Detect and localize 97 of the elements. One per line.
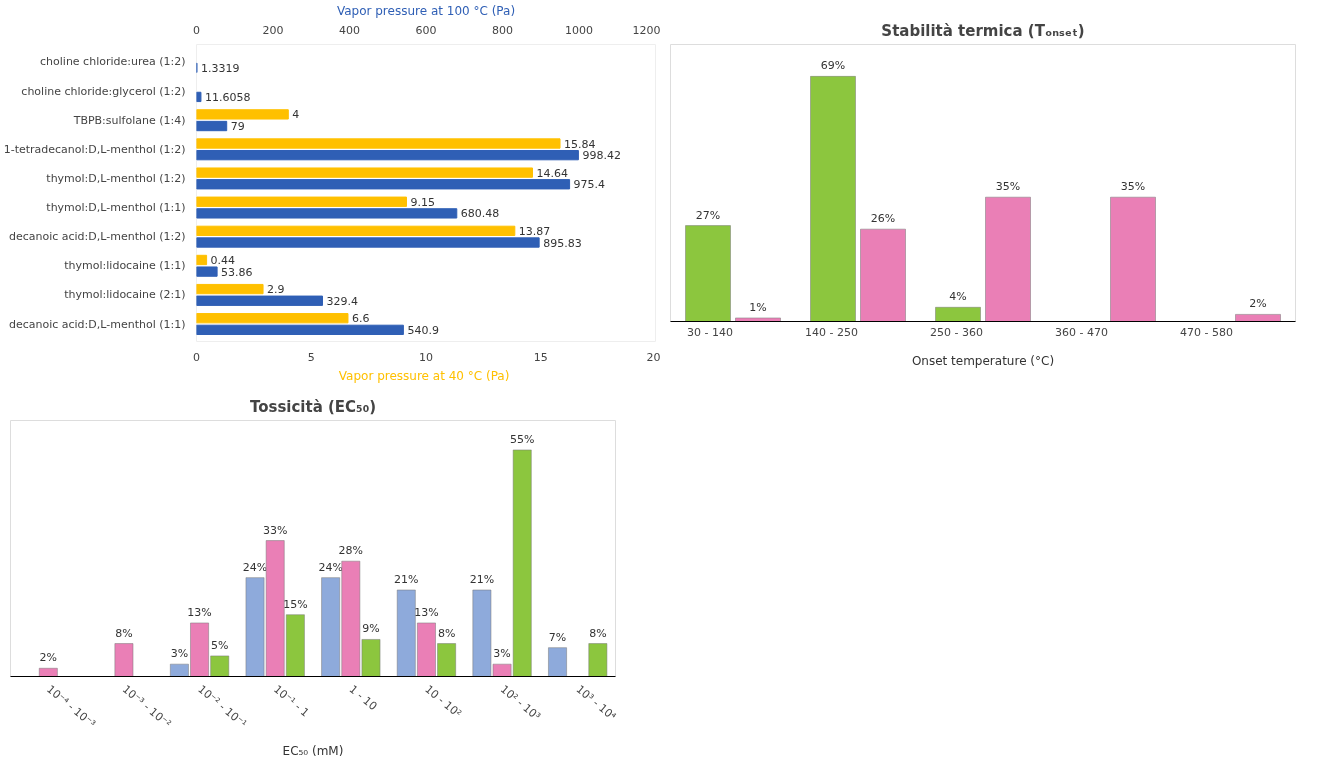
x-tick-label: 360 - 470	[1055, 326, 1109, 339]
x2-tick-label: 800	[492, 23, 513, 37]
x-tick-label: 10⁻⁴ - 10⁻³	[44, 682, 98, 731]
data-label: 3%	[170, 647, 189, 661]
data-label: 8%	[115, 626, 133, 640]
data-label: 2%	[1249, 297, 1267, 311]
data-label: 9.15	[410, 195, 435, 209]
data-label: 13%	[187, 605, 212, 619]
y-tick-label: 1-tetradecanol:D,L-menthol (1:2)	[3, 142, 186, 156]
x-tick-label: 15	[533, 350, 548, 364]
data-label: 329.4	[326, 294, 358, 308]
data-label: 2%	[39, 651, 58, 665]
y-tick-label: thymol:lidocaine (1:1)	[64, 259, 186, 273]
x-tick-label: 0	[193, 350, 200, 364]
y-tick-label: TBPB:sulfolane (1:4)	[72, 113, 186, 127]
bar	[548, 647, 567, 677]
data-label: 26%	[870, 212, 896, 226]
bar	[38, 668, 58, 677]
x-tick-label: 30 - 140	[687, 326, 734, 339]
data-label: 27%	[695, 208, 721, 222]
data-label: 975.4	[573, 178, 606, 192]
data-label: 33%	[262, 523, 288, 537]
data-label: 998.42	[582, 149, 621, 163]
data-label: 28%	[338, 544, 364, 558]
data-label: 540.9	[407, 323, 439, 337]
x-axis-title: Onset temperature (°C)	[911, 353, 1055, 368]
x-tick-label: 10³ - 10⁴	[573, 682, 619, 724]
x-tick-label: 5	[307, 350, 315, 364]
bar	[1235, 314, 1281, 322]
data-label: 4%	[949, 290, 967, 304]
data-label: 9%	[362, 622, 380, 636]
y-tick-label: choline chloride:glycerol (1:2)	[21, 84, 186, 98]
data-label: 11.6058	[204, 90, 251, 104]
data-label: 53.86	[221, 265, 253, 279]
x2-tick-label: 1000	[565, 23, 593, 37]
x2-axis-title: Vapor pressure at 100 °C (Pa)	[336, 3, 516, 18]
bar	[985, 196, 1031, 322]
data-label: 15.84	[564, 137, 596, 151]
bar	[588, 643, 608, 677]
y-tick-label: decanoic acid:D,L-menthol (1:2)	[8, 230, 186, 244]
x-tick-label: 20	[646, 350, 661, 364]
bar	[685, 225, 731, 322]
data-label: 1.3319	[201, 61, 240, 75]
y-tick-label: thymol:D,L-menthol (1:1)	[46, 201, 186, 215]
data-label: 35%	[995, 180, 1021, 194]
x-tick-label: 10⁻¹ - 1	[271, 682, 312, 720]
x-axis-title: Vapor pressure at 40 °C (Pa)	[338, 368, 510, 383]
y-tick-label: decanoic acid:D,L-menthol (1:1)	[8, 317, 186, 331]
data-label: 21%	[394, 573, 419, 586]
x-tick-label: 250 - 360	[930, 326, 984, 339]
data-label: 14.64	[536, 166, 568, 180]
data-label: 24%	[318, 560, 343, 574]
data-label: 680.48	[460, 207, 500, 221]
data-label: 5%	[211, 638, 229, 652]
y-tick-label: thymol:lidocaine (2:1)	[64, 288, 186, 302]
x2-tick-label: 600	[415, 23, 437, 37]
x-tick-label: 10⁻³ - 10⁻²	[119, 682, 174, 731]
data-label: 895.83	[543, 236, 582, 250]
bar	[860, 228, 906, 322]
x2-tick-label: 200	[262, 23, 284, 37]
y-tick-label: choline chloride:urea (1:2)	[40, 55, 186, 69]
data-label: 13.87	[518, 224, 551, 238]
data-label: 7%	[548, 630, 567, 644]
chart-title: Stabilità termica (Tₒₙₛₑₜ)	[881, 21, 1085, 40]
data-label: 3%	[493, 647, 511, 661]
x2-tick-label: 1200	[632, 23, 661, 37]
data-label: 21%	[469, 573, 495, 586]
data-label: 0.44	[210, 253, 236, 267]
x-axis-title: EC₅₀ (mM)	[282, 743, 344, 758]
x-tick-label: 10⁻² - 10⁻¹	[195, 682, 250, 731]
data-label: 15%	[283, 597, 308, 611]
y-tick-label: thymol:D,L-menthol (1:2)	[46, 171, 186, 185]
bar	[810, 76, 856, 322]
data-label: 1%	[749, 300, 767, 314]
x2-tick-label: 400	[339, 23, 360, 37]
data-label: 4	[292, 108, 300, 122]
x-tick-label: 10² - 10³	[497, 682, 543, 724]
bar	[114, 643, 134, 677]
data-label: 55%	[510, 432, 535, 446]
data-label: 69%	[820, 59, 846, 73]
chart-title: Tossicità (EC₅₀)	[249, 397, 377, 416]
x-tick-label: 1 - 10	[346, 682, 380, 714]
bar	[735, 317, 781, 322]
x-tick-label: 10	[419, 350, 433, 364]
data-label: 8%	[589, 626, 607, 640]
bar	[1110, 196, 1156, 322]
bar	[935, 307, 981, 322]
data-label: 6.6	[351, 312, 370, 326]
x-tick-label: 10 - 10²	[422, 682, 464, 721]
data-label: 79	[230, 120, 245, 134]
x2-tick-label: 0	[193, 23, 200, 37]
data-label: 13%	[414, 605, 439, 619]
x-tick-label: 140 - 250	[805, 326, 859, 339]
data-label: 35%	[1120, 180, 1146, 194]
x-tick-label: 470 - 580	[1180, 326, 1234, 339]
data-label: 8%	[437, 626, 456, 640]
data-label: 2.9	[267, 283, 285, 297]
